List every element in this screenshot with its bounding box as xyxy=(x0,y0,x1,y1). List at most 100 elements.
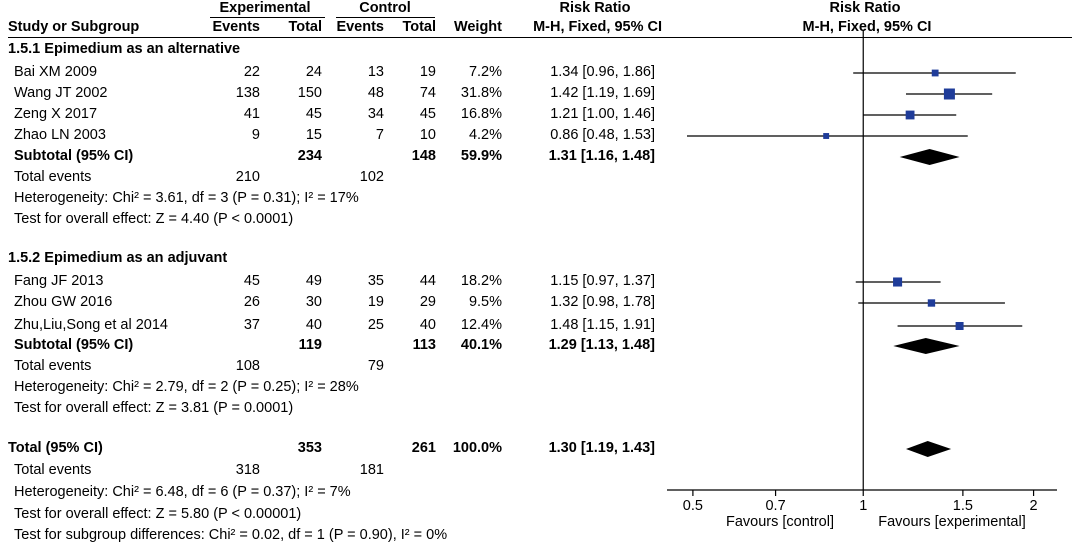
total-ci-text: 1.30 [1.19, 1.43] xyxy=(548,440,655,456)
header-experimental-underline xyxy=(210,17,325,18)
ctl-total: 29 xyxy=(419,294,436,310)
header-exp-total: Total xyxy=(260,19,322,38)
total-ctl-total: 261 xyxy=(411,440,436,456)
header-plot-method: M-H, Fixed, 95% CI xyxy=(662,19,1072,38)
total-exp-total: 353 xyxy=(297,440,322,456)
ci-text: 1.21 [1.00, 1.46] xyxy=(550,106,655,122)
ctl-total: 45 xyxy=(419,106,436,122)
header-control-underline xyxy=(336,17,435,18)
exp-total: 24 xyxy=(305,64,322,80)
total-weight: 100.0% xyxy=(452,440,502,456)
study-name: Zhao LN 2003 xyxy=(14,127,106,143)
x-tick-label: 0.7 xyxy=(765,498,785,514)
exp-events: 37 xyxy=(243,317,260,333)
exp-total: 40 xyxy=(305,317,322,333)
favours-control-label: Favours [control] xyxy=(726,514,834,530)
subgroup-2-title: 1.5.2 Epimedium as an adjuvant xyxy=(8,250,228,266)
exp-events: 45 xyxy=(243,273,260,289)
header-experimental: Experimental xyxy=(219,0,311,16)
header-weight: Weight xyxy=(436,19,502,38)
header-risk-ratio: Risk Ratio xyxy=(559,0,631,16)
subtotal-ctl-total: 148 xyxy=(411,148,436,164)
header-ctl-total: Total xyxy=(384,19,436,38)
exp-events: 22 xyxy=(243,64,260,80)
total-events-ctl: 181 xyxy=(359,462,384,478)
total-events-exp: 318 xyxy=(235,462,260,478)
study-marker xyxy=(927,299,936,307)
subtotal-ci-text: 1.29 [1.13, 1.48] xyxy=(548,337,655,353)
exp-total: 30 xyxy=(305,294,322,310)
weight: 31.8% xyxy=(460,85,502,101)
subtotal-label: Subtotal (95% CI) xyxy=(14,148,134,164)
subgroup-1-title: 1.5.1 Epimedium as an alternative xyxy=(8,41,241,57)
study-marker xyxy=(905,110,915,120)
header-plot-title: Risk Ratio xyxy=(829,0,901,16)
ci-text: 1.15 [0.97, 1.37] xyxy=(550,273,655,289)
subgroup-differences-text: Test for subgroup differences: Chi² = 0.… xyxy=(14,527,448,543)
heterogeneity-text: Heterogeneity: Chi² = 3.61, df = 3 (P = … xyxy=(14,190,359,206)
ctl-total: 10 xyxy=(419,127,436,143)
subtotal-exp-total: 234 xyxy=(297,148,322,164)
study-marker xyxy=(823,133,830,139)
exp-total: 45 xyxy=(305,106,322,122)
header-exp-events: Events xyxy=(208,19,260,38)
header-rr-method: M-H, Fixed, 95% CI xyxy=(502,19,662,38)
study-marker xyxy=(931,69,939,77)
subtotal-weight: 59.9% xyxy=(460,148,502,164)
ci-text: 1.42 [1.19, 1.69] xyxy=(550,85,655,101)
study-marker xyxy=(955,322,964,330)
subtotal-exp-total: 119 xyxy=(298,337,322,353)
x-tick-label: 2 xyxy=(1030,498,1038,514)
subtotal-ctl-total: 113 xyxy=(412,337,436,353)
exp-total: 150 xyxy=(297,85,322,101)
study-name: Zeng X 2017 xyxy=(14,106,98,122)
ci-text: 1.48 [1.15, 1.91] xyxy=(550,317,655,333)
summary-diamond xyxy=(899,149,960,165)
study-name: Zhou GW 2016 xyxy=(14,294,113,310)
study-marker xyxy=(893,277,903,287)
ctl-events: 25 xyxy=(367,317,384,333)
ctl-events: 34 xyxy=(367,106,384,122)
study-marker xyxy=(943,88,955,100)
summary-diamond xyxy=(905,441,952,457)
study-name: Fang JF 2013 xyxy=(14,273,104,289)
total-events-label: Total events xyxy=(14,169,92,185)
summary-diamond xyxy=(893,338,960,354)
weight: 9.5% xyxy=(468,294,502,310)
total-events-exp: 210 xyxy=(235,169,260,185)
heterogeneity-text: Heterogeneity: Chi² = 6.48, df = 6 (P = … xyxy=(14,484,351,500)
study-name: Bai XM 2009 xyxy=(14,64,98,80)
ctl-events: 48 xyxy=(367,85,384,101)
exp-total: 49 xyxy=(305,273,322,289)
total-events-label: Total events xyxy=(14,358,92,374)
weight: 4.2% xyxy=(468,127,502,143)
weight: 16.8% xyxy=(460,106,502,122)
subtotal-weight: 40.1% xyxy=(460,337,502,353)
x-tick-label: 1.5 xyxy=(953,498,973,514)
exp-events: 26 xyxy=(243,294,260,310)
exp-events: 9 xyxy=(251,127,260,143)
study-name: Wang JT 2002 xyxy=(14,85,108,101)
heterogeneity-text: Heterogeneity: Chi² = 2.79, df = 2 (P = … xyxy=(14,379,359,395)
weight: 18.2% xyxy=(460,273,502,289)
exp-total: 15 xyxy=(305,127,322,143)
total-events-ctl: 102 xyxy=(359,169,384,185)
total-events-label: Total events xyxy=(14,462,92,478)
header-study: Study or Subgroup xyxy=(8,19,208,38)
x-tick-label: 1 xyxy=(859,498,867,514)
weight: 12.4% xyxy=(460,317,502,333)
subtotal-ci-text: 1.31 [1.16, 1.48] xyxy=(548,148,655,164)
ctl-total: 40 xyxy=(419,317,436,333)
favours-experimental-label: Favours [experimental] xyxy=(878,514,1026,530)
total-events-ctl: 79 xyxy=(367,358,384,374)
exp-events: 138 xyxy=(235,85,260,101)
ctl-events: 19 xyxy=(367,294,384,310)
x-tick-label: 0.5 xyxy=(683,498,703,514)
subtotal-label: Subtotal (95% CI) xyxy=(14,337,134,353)
ci-text: 1.32 [0.98, 1.78] xyxy=(550,294,655,310)
ctl-total: 74 xyxy=(419,85,436,101)
ci-text: 0.86 [0.48, 1.53] xyxy=(550,127,655,143)
ctl-total: 19 xyxy=(419,64,436,80)
weight: 7.2% xyxy=(468,64,502,80)
